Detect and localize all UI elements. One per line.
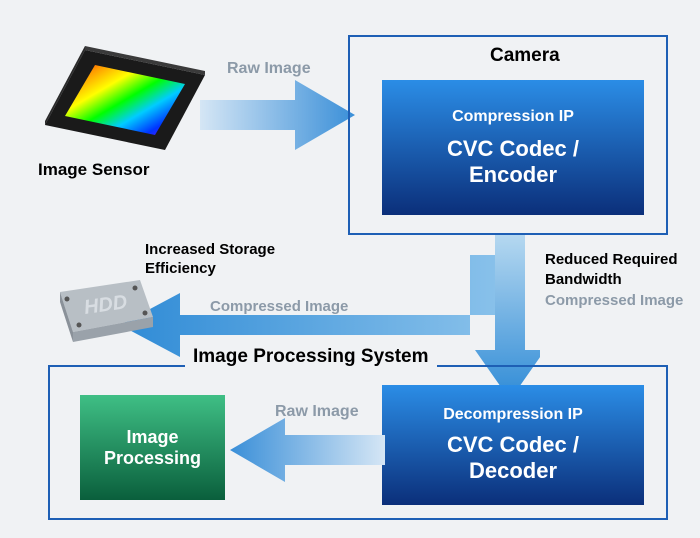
reduced-bandwidth-1: Reduced Required (545, 250, 683, 270)
camera-label: Camera (490, 45, 560, 67)
decompression-line1: CVC Codec / (447, 432, 579, 458)
hdd-graphic: HDD (45, 272, 155, 349)
decompression-ip-box: Decompression IP CVC Codec / Decoder (382, 385, 644, 505)
arrow1-label: Raw Image (227, 60, 311, 78)
hdd-label-top: Increased Storage (145, 241, 275, 260)
image-sensor-graphic (35, 40, 215, 165)
hdd-label-bottom: Efficiency (145, 260, 275, 279)
compressed-image-hdd-label: Compressed Image (210, 298, 348, 315)
image-sensor-label: Image Sensor (38, 160, 150, 180)
bandwidth-labels: Reduced Required Bandwidth Compressed Im… (545, 250, 683, 311)
reduced-bandwidth-2: Bandwidth (545, 270, 683, 290)
compression-ip-box: Compression IP CVC Codec / Encoder (382, 80, 644, 215)
decompression-line2: Decoder (469, 458, 557, 484)
compressed-image-down: Compressed Image (545, 291, 683, 311)
compression-title: Compression IP (452, 108, 574, 126)
decompression-title: Decompression IP (443, 406, 583, 424)
arrow3-label: Raw Image (275, 403, 359, 421)
imgproc-line2: Processing (104, 448, 201, 469)
arrow-raw-to-camera (200, 75, 360, 160)
imgproc-line1: Image (126, 427, 178, 448)
ips-label: Image Processing System (185, 346, 437, 368)
arrow-raw-to-processing (225, 415, 385, 490)
compression-line1: CVC Codec / (447, 136, 579, 162)
hdd-label: Increased Storage Efficiency (145, 241, 275, 279)
compression-line2: Encoder (469, 162, 557, 188)
image-processing-box: Image Processing (80, 395, 225, 500)
